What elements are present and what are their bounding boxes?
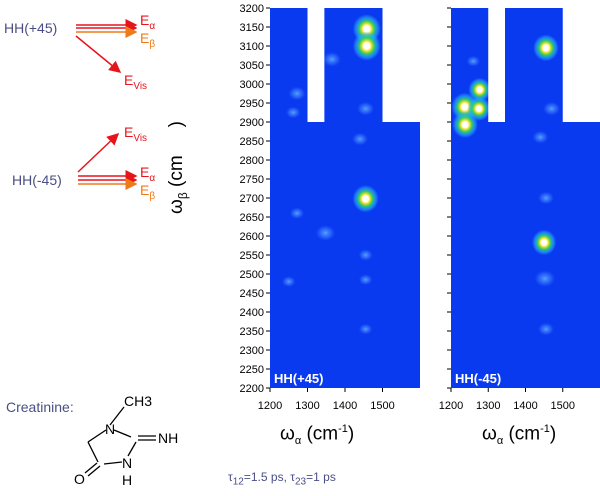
y-tick-label: 2600 — [240, 231, 264, 243]
masked-region — [382, 8, 420, 122]
heatmap-peak — [358, 274, 373, 286]
y-tick-label: 3200 — [240, 3, 264, 15]
panel-label: HH(-45) — [455, 371, 501, 386]
heatmap-peak — [534, 270, 556, 287]
y-tick-label: 3150 — [240, 22, 264, 34]
2d-ir-spectra-plots: HH(+45) 1200 1300 1400 1500 2200 2250 2300 2350 2… — [240, 3, 600, 412]
masked-region — [562, 8, 600, 122]
atom-nh: NH — [158, 430, 178, 446]
x-tick-label: 1200 — [439, 400, 463, 412]
heatmap-peak — [537, 322, 554, 336]
arrow-bottom-vis — [77, 132, 120, 173]
heatmap-peak — [533, 34, 559, 62]
y-tick-label: 2800 — [240, 155, 264, 167]
heatmap-peak — [352, 185, 379, 213]
molecule-name: Creatinine: — [6, 399, 74, 415]
heatmap-peak — [358, 323, 373, 335]
label-bottom-evis: EVis — [124, 124, 148, 144]
state-label-top: HH(+45) — [4, 20, 58, 36]
label-top-ebeta: Eβ — [140, 30, 156, 50]
heatmap-peak — [466, 55, 481, 67]
masked-region — [488, 8, 506, 122]
y-tick-label: 2900 — [240, 117, 264, 129]
label-bottom-ealpha: Eα — [140, 164, 156, 184]
atom-h: H — [122, 472, 132, 488]
x-tick-label: 1500 — [370, 400, 394, 412]
y-tick-label: 2400 — [240, 307, 264, 319]
heatmap-peak — [285, 106, 301, 119]
y-tick-label: 2500 — [240, 269, 264, 281]
heatmap-peak — [537, 191, 554, 205]
atom-n1: N — [105, 421, 115, 437]
heatmap-panel-2 — [451, 8, 600, 388]
x-tick-label: 1500 — [551, 400, 575, 412]
y-tick-label: 2700 — [240, 193, 264, 205]
atom-n3: N — [122, 455, 132, 471]
label-top-ealpha: Eα — [140, 12, 156, 32]
state-label-bottom: HH(-45) — [12, 172, 62, 188]
y-tick-label: 2350 — [240, 326, 264, 338]
heatmap-peak — [315, 225, 336, 241]
heatmap-panel-1 — [270, 8, 420, 388]
arrow-top-vis — [75, 35, 122, 73]
x-axis-title-right: ωα (cm-1) — [482, 423, 557, 448]
y-tick-label: 2850 — [240, 136, 264, 148]
y-tick-label: 2300 — [240, 345, 264, 357]
y-tick-label: 2950 — [240, 98, 264, 110]
pulse-delay-note: τ12=1.5 ps, τ23=1 ps — [228, 470, 336, 488]
x-axis-title-left: ωα (cm-1) — [280, 423, 355, 448]
x-tick-label: 1400 — [513, 400, 537, 412]
heatmap-peak — [532, 130, 549, 144]
y-tick-label: 2650 — [240, 212, 264, 224]
y-tick-label: 2200 — [240, 383, 264, 395]
heatmap-peak — [289, 207, 305, 219]
x-tick-label: 1400 — [333, 400, 357, 412]
atom-ch3: CH3 — [124, 393, 152, 409]
label-bottom-ebeta: Eβ — [140, 182, 156, 202]
masked-region — [307, 8, 325, 122]
y-tick-label: 3100 — [240, 41, 264, 53]
y-tick-label: 3000 — [240, 79, 264, 91]
heatmap-peak — [281, 276, 296, 288]
heatmap-peak — [322, 51, 342, 67]
y-tick-label: 2750 — [240, 174, 264, 186]
y-tick-label: 2450 — [240, 288, 264, 300]
panel-label: HH(+45) — [274, 371, 324, 386]
heatmap-peak — [468, 77, 491, 102]
heatmap-peak — [352, 132, 368, 146]
atom-o: O — [74, 471, 85, 487]
x-tick-label: 1200 — [258, 400, 282, 412]
y-tick-label: 2550 — [240, 250, 264, 262]
heatmap-peak — [542, 101, 561, 116]
x-tick-label: 1300 — [476, 400, 500, 412]
creatinine-structure: CH3 N NH N O H — [74, 393, 178, 488]
heatmap-peak — [357, 101, 375, 116]
energy-arrows — [75, 19, 138, 190]
label-top-evis: EVis — [124, 72, 148, 92]
heatmap-peak — [531, 229, 557, 256]
heatmap-peak — [358, 249, 373, 261]
heatmap-peak — [288, 86, 306, 101]
heatmap-peak — [352, 31, 381, 61]
heatmap-peak — [467, 96, 491, 121]
y-tick-label: 3050 — [240, 60, 264, 72]
x-tick-label: 1300 — [295, 400, 319, 412]
y-tick-label: 2250 — [240, 364, 264, 376]
